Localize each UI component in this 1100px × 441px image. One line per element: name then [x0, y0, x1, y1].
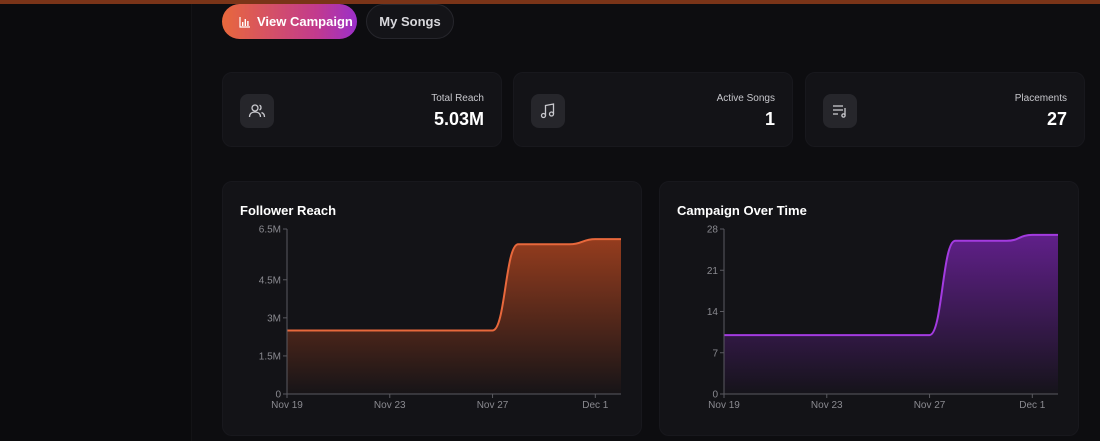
- y-tick-label: 1.5M: [259, 351, 281, 362]
- x-tick-label: Nov 23: [811, 400, 843, 411]
- stat-label: Active Songs: [716, 93, 775, 104]
- x-tick-label: Dec 1: [1019, 400, 1046, 411]
- y-tick-label: 28: [707, 225, 719, 236]
- x-tick-label: Nov 23: [374, 400, 406, 411]
- y-tick-label: 7: [712, 348, 718, 359]
- x-tick-label: Nov 27: [914, 400, 946, 411]
- stat-label: Total Reach: [431, 93, 484, 104]
- sidebar: [0, 4, 192, 441]
- stat-card-active-songs: Active Songs 1: [513, 72, 793, 147]
- chart-card-campaign-over-time: Campaign Over Time 0 7 14 21 28 Nov 19 Nov 23 N…: [659, 181, 1079, 436]
- music-note-icon: [531, 94, 565, 128]
- series-area: [724, 234, 1058, 394]
- series-line: [724, 233, 1058, 337]
- tab-view-campaign[interactable]: View Campaign: [222, 4, 357, 39]
- stat-card-total-reach: Total Reach 5.03M: [222, 72, 502, 147]
- top-accent-bar: [0, 0, 1100, 4]
- y-tick-label: 14: [707, 307, 719, 318]
- stat-value: 27: [1046, 109, 1067, 129]
- stat-card-placements: Placements 27: [805, 72, 1085, 147]
- y-tick-label: 3M: [267, 313, 281, 324]
- y-tick-label: 0: [712, 390, 718, 401]
- series-area: [287, 239, 621, 394]
- x-tick-label: Nov 27: [477, 400, 509, 411]
- stat-label: Placements: [1014, 93, 1067, 104]
- playlist-icon: [823, 94, 857, 128]
- y-tick-label: 4.5M: [259, 275, 281, 286]
- chart-card-follower-reach: Follower Reach 0 1.5M 3M 4.5M 6.5M Nov 19 Nov …: [222, 181, 642, 436]
- bar-chart-icon: [239, 16, 250, 28]
- series-line: [287, 238, 621, 332]
- x-tick-label: Dec 1: [582, 400, 609, 411]
- y-tick-label: 6.5M: [259, 225, 281, 236]
- users-icon: [240, 94, 274, 128]
- stat-value: 5.03M: [433, 109, 484, 129]
- tab-my-songs[interactable]: My Songs: [366, 4, 454, 39]
- main-content: View Campaign My Songs Total Reach 5.03M: [192, 4, 1100, 441]
- tab-bar: View Campaign My Songs: [222, 4, 454, 39]
- campaign-over-time-chart: 0 7 14 21 28 Nov 19 Nov 23 Nov 27 Dec 1: [707, 225, 1058, 411]
- tab-label: My Songs: [379, 14, 441, 29]
- y-tick-label: 0: [275, 390, 281, 401]
- stat-value: 1: [764, 109, 775, 129]
- x-tick-label: Nov 19: [271, 400, 303, 411]
- follower-reach-chart: 0 1.5M 3M 4.5M 6.5M Nov 19 Nov 23 Nov 27 Dec 1: [259, 225, 621, 411]
- chart-title: Campaign Over Time: [677, 203, 807, 218]
- chart-title: Follower Reach: [240, 203, 337, 218]
- y-tick-label: 21: [707, 266, 719, 277]
- x-tick-label: Nov 19: [708, 400, 740, 411]
- tab-label: View Campaign: [257, 14, 353, 29]
